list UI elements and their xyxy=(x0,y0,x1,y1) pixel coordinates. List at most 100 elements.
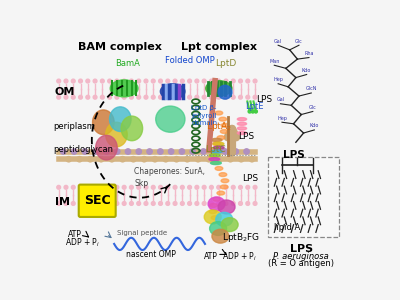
Ellipse shape xyxy=(239,185,242,189)
Ellipse shape xyxy=(253,79,257,83)
Ellipse shape xyxy=(77,157,82,162)
Ellipse shape xyxy=(57,202,60,206)
Ellipse shape xyxy=(239,79,242,83)
Text: Kdo: Kdo xyxy=(310,123,319,128)
Ellipse shape xyxy=(120,157,125,162)
Ellipse shape xyxy=(137,95,140,99)
Ellipse shape xyxy=(82,149,88,154)
Ellipse shape xyxy=(115,95,119,99)
Ellipse shape xyxy=(122,79,126,83)
Text: (R = O antigen): (R = O antigen) xyxy=(268,259,334,268)
Ellipse shape xyxy=(210,203,217,207)
Ellipse shape xyxy=(86,79,90,83)
Text: LptA$_2$: LptA$_2$ xyxy=(206,120,232,134)
Ellipse shape xyxy=(239,95,242,99)
Ellipse shape xyxy=(217,79,220,83)
Ellipse shape xyxy=(144,202,148,206)
Ellipse shape xyxy=(228,157,233,162)
Ellipse shape xyxy=(202,95,206,99)
Ellipse shape xyxy=(221,218,238,232)
Ellipse shape xyxy=(168,149,174,154)
Ellipse shape xyxy=(144,79,148,83)
Ellipse shape xyxy=(130,79,133,83)
Ellipse shape xyxy=(147,149,152,154)
Ellipse shape xyxy=(96,135,117,160)
Ellipse shape xyxy=(151,95,155,99)
Ellipse shape xyxy=(253,95,257,99)
Ellipse shape xyxy=(180,185,184,189)
Ellipse shape xyxy=(231,79,235,83)
Ellipse shape xyxy=(206,81,232,96)
Ellipse shape xyxy=(64,202,68,206)
Text: Man: Man xyxy=(269,59,280,64)
Ellipse shape xyxy=(246,79,250,83)
Ellipse shape xyxy=(246,202,250,206)
Ellipse shape xyxy=(195,157,201,162)
Ellipse shape xyxy=(215,167,223,170)
Text: Glc: Glc xyxy=(309,105,317,110)
Ellipse shape xyxy=(204,210,221,224)
Ellipse shape xyxy=(217,202,220,206)
Ellipse shape xyxy=(115,79,119,83)
Text: LPS: LPS xyxy=(256,94,272,103)
Ellipse shape xyxy=(210,202,213,206)
Ellipse shape xyxy=(188,185,192,189)
Ellipse shape xyxy=(251,110,254,113)
Ellipse shape xyxy=(210,154,220,157)
Ellipse shape xyxy=(211,216,219,220)
Ellipse shape xyxy=(79,185,82,189)
Ellipse shape xyxy=(217,185,220,189)
Ellipse shape xyxy=(231,202,235,206)
Ellipse shape xyxy=(159,202,162,206)
Ellipse shape xyxy=(115,202,119,206)
Ellipse shape xyxy=(151,185,155,189)
Text: LptE: LptE xyxy=(245,102,264,111)
Ellipse shape xyxy=(218,200,235,214)
Ellipse shape xyxy=(130,95,133,99)
Ellipse shape xyxy=(222,149,228,154)
Ellipse shape xyxy=(114,149,120,154)
Ellipse shape xyxy=(195,185,199,189)
Ellipse shape xyxy=(98,157,104,162)
Text: ATP: ATP xyxy=(68,230,82,239)
Ellipse shape xyxy=(202,79,206,83)
Ellipse shape xyxy=(221,179,229,183)
Ellipse shape xyxy=(217,136,225,140)
Ellipse shape xyxy=(79,79,82,83)
Ellipse shape xyxy=(195,202,199,206)
Ellipse shape xyxy=(190,149,195,154)
Ellipse shape xyxy=(180,95,184,99)
Ellipse shape xyxy=(220,130,228,134)
Ellipse shape xyxy=(174,157,179,162)
Text: BAM complex: BAM complex xyxy=(78,42,162,52)
Ellipse shape xyxy=(188,202,192,206)
Ellipse shape xyxy=(160,84,185,99)
Ellipse shape xyxy=(211,160,219,164)
Text: Signal peptide: Signal peptide xyxy=(117,230,167,236)
Text: P. aeruginosa: P. aeruginosa xyxy=(273,252,329,261)
Text: LPS: LPS xyxy=(284,150,305,160)
Ellipse shape xyxy=(212,149,217,154)
Text: LPS: LPS xyxy=(238,132,254,141)
Ellipse shape xyxy=(130,202,133,206)
Ellipse shape xyxy=(159,95,162,99)
Text: Kdo: Kdo xyxy=(302,68,311,73)
Text: IM: IM xyxy=(55,196,70,206)
Ellipse shape xyxy=(158,149,163,154)
Ellipse shape xyxy=(237,122,246,125)
Text: OM: OM xyxy=(55,87,75,97)
Ellipse shape xyxy=(121,116,143,141)
Text: LptB$_2$FG: LptB$_2$FG xyxy=(222,231,260,244)
Ellipse shape xyxy=(213,197,220,201)
Ellipse shape xyxy=(79,202,82,206)
Text: Folded OMP: Folded OMP xyxy=(165,56,215,65)
Ellipse shape xyxy=(152,157,158,162)
Ellipse shape xyxy=(195,79,199,83)
Ellipse shape xyxy=(173,95,177,99)
Ellipse shape xyxy=(180,202,184,206)
Ellipse shape xyxy=(238,157,244,162)
Text: ATP: ATP xyxy=(204,253,217,262)
Ellipse shape xyxy=(254,110,257,113)
Ellipse shape xyxy=(108,95,112,99)
Ellipse shape xyxy=(244,149,249,154)
